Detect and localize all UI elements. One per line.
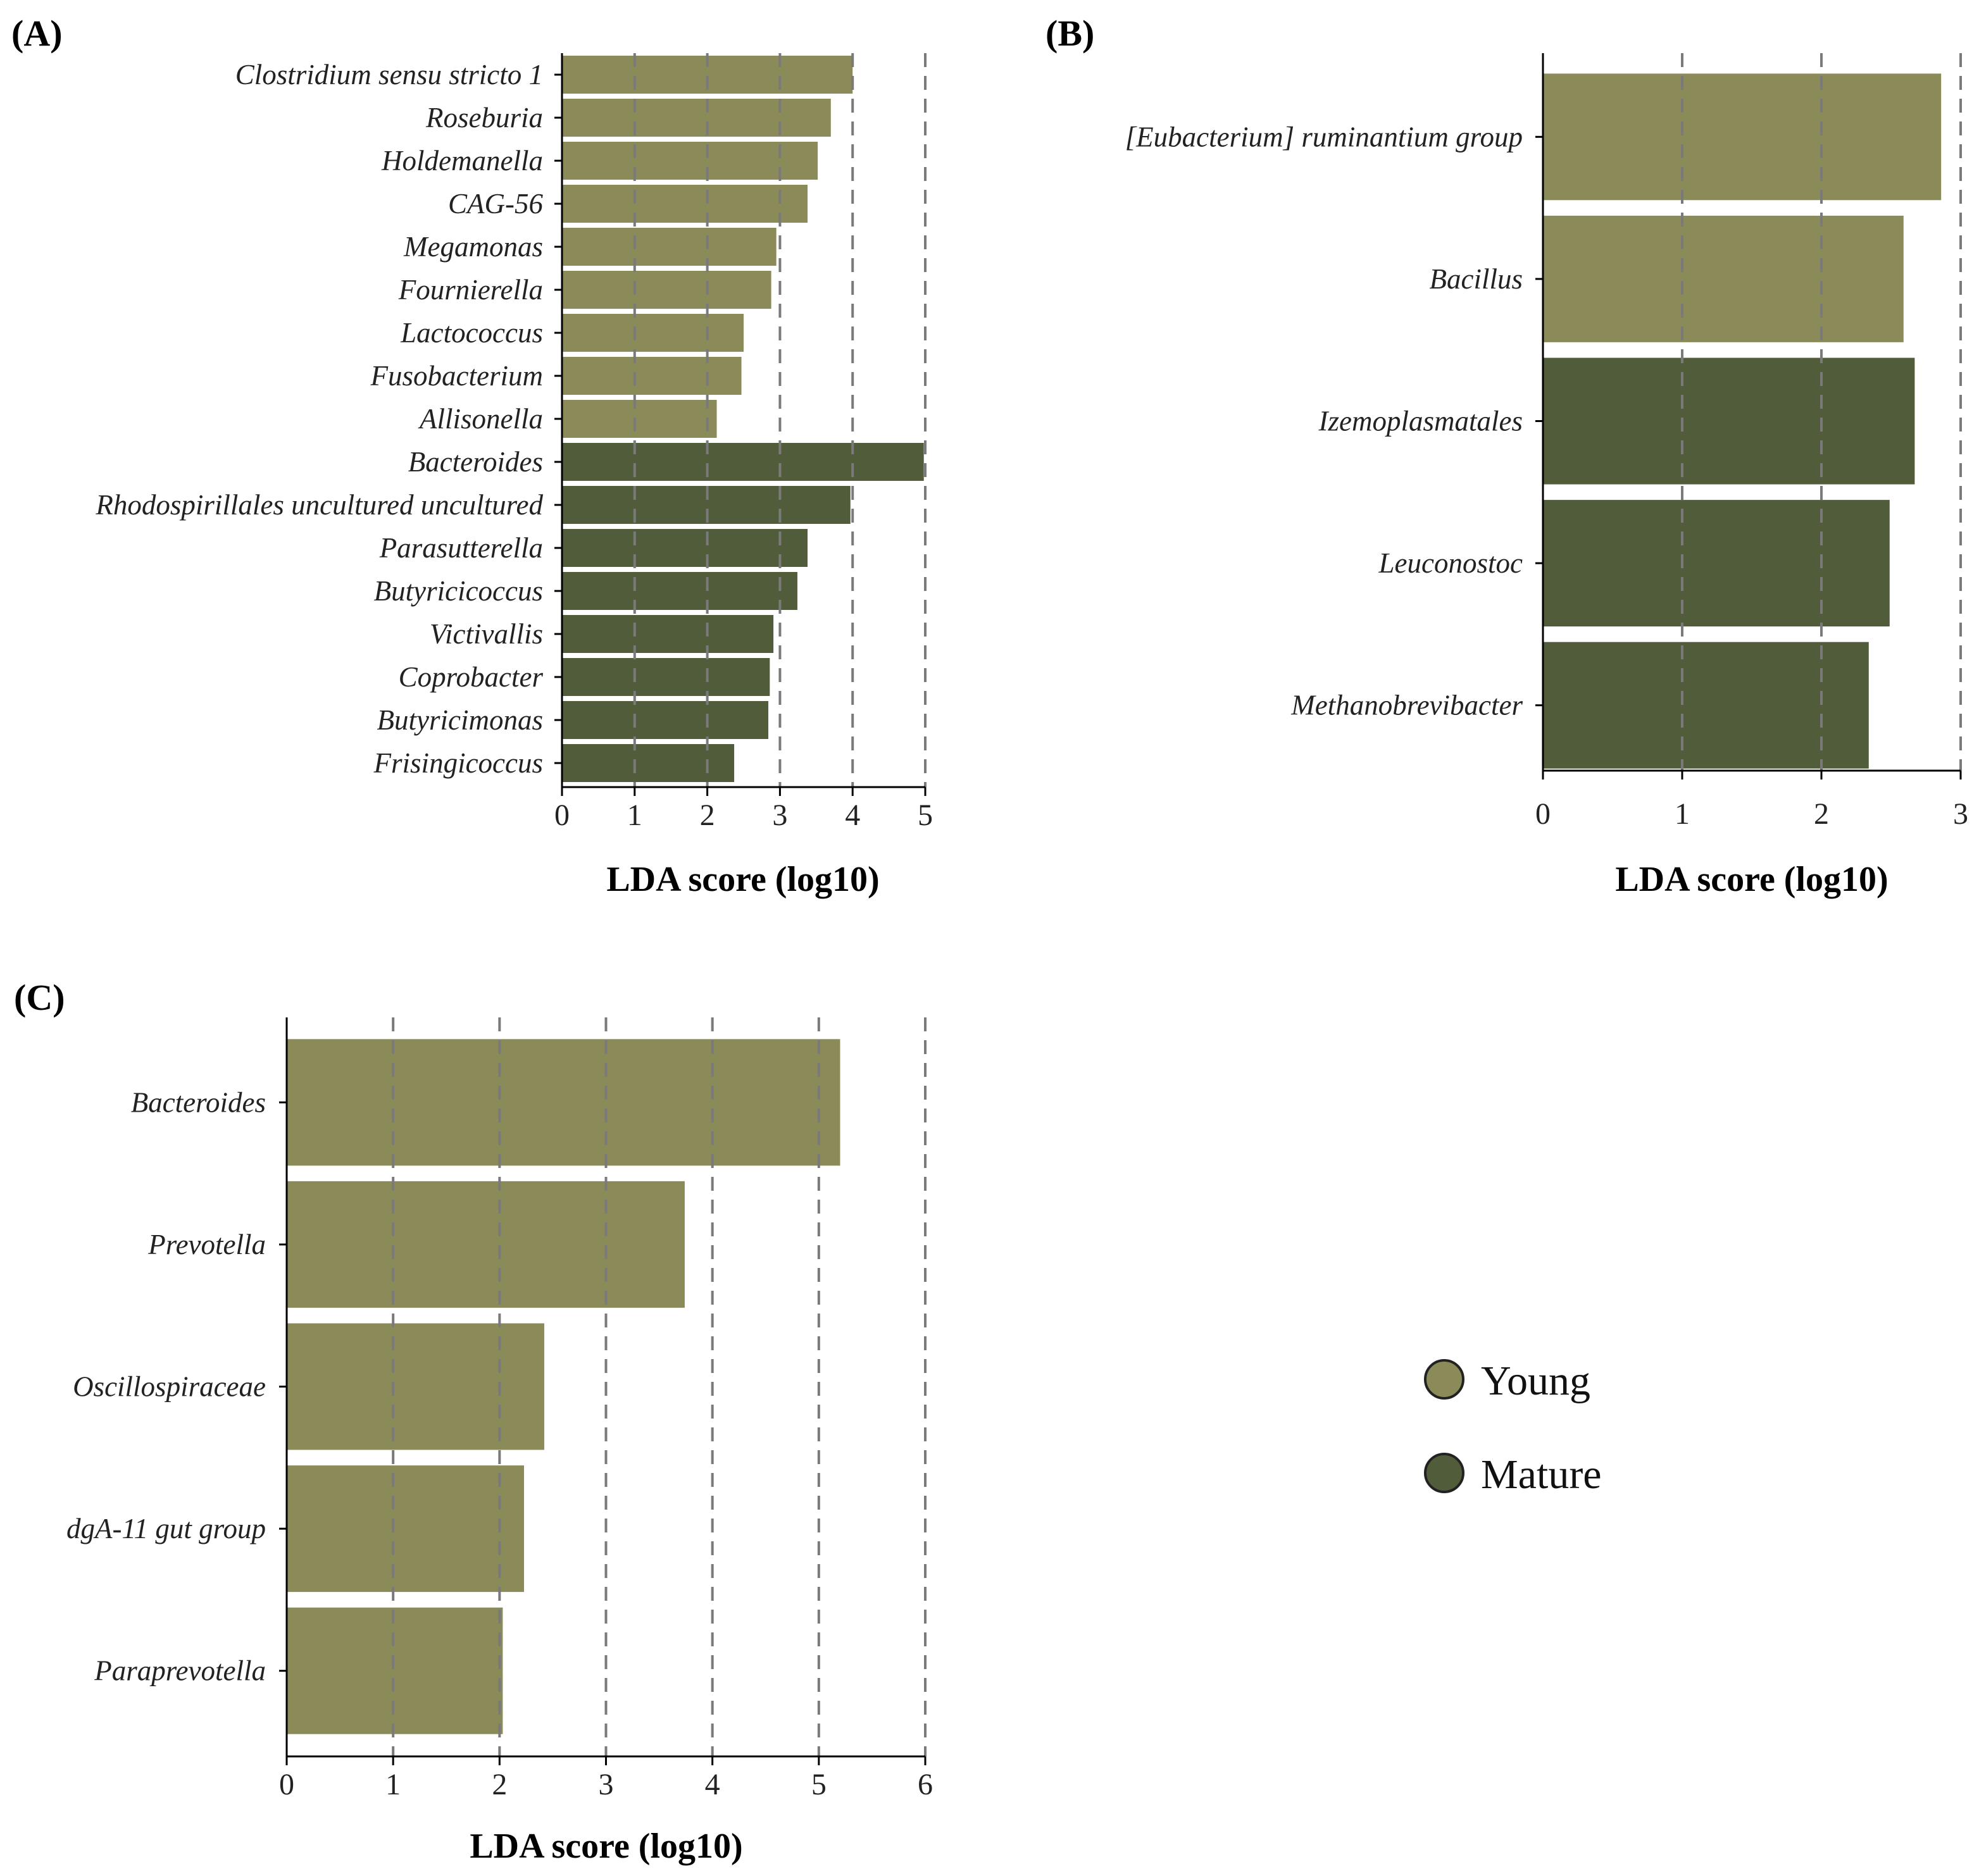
panel-b-gridlines: [1681, 53, 1962, 771]
legend-mature-label: Mature: [1481, 1451, 1602, 1498]
category-label-b-3: Leuconostoc: [1378, 547, 1523, 579]
panel-b-label: (B): [1046, 13, 1094, 54]
category-label-a-15: Butyricimonas: [377, 704, 543, 736]
bar-b-0: [1543, 73, 1942, 201]
x-tick-label-b-1: 1: [1675, 797, 1690, 831]
bar-c-4: [287, 1607, 503, 1734]
panel-a: (A) 0 1 2 3 4 5 Clostridium sensu stricto 1 Ros…: [11, 13, 933, 899]
panel-c-gridlines: [392, 1017, 927, 1756]
category-label-a-9: Bacteroides: [408, 446, 543, 478]
category-label-b-2: Izemoplasmatales: [1318, 406, 1523, 437]
category-label-c-1: Prevotella: [147, 1229, 266, 1260]
panel-a-bars: [562, 56, 924, 782]
legend: Young Mature: [1424, 1358, 1602, 1498]
bar-a-6: [562, 314, 744, 352]
category-label-a-1: Roseburia: [425, 102, 543, 134]
bar-b-2: [1543, 357, 1915, 485]
x-tick-label-a-1: 1: [627, 798, 642, 832]
panel-a-x-axis-title: LDA score (log10): [606, 860, 879, 899]
x-tick-label-a-4: 4: [845, 798, 860, 832]
x-tick-label-c-6: 6: [918, 1768, 933, 1801]
bar-c-3: [287, 1465, 525, 1593]
x-tick-label-c-5: 5: [811, 1768, 827, 1801]
bar-b-3: [1543, 500, 1890, 627]
bar-a-15: [562, 701, 769, 739]
bar-a-1: [562, 99, 831, 137]
x-tick-label-b-2: 2: [1814, 797, 1829, 831]
category-label-a-8: Allisonella: [418, 403, 543, 435]
category-label-c-2: Oscillospiraceae: [73, 1371, 266, 1403]
x-tick-label-c-4: 4: [705, 1768, 720, 1801]
category-label-a-7: Fusobacterium: [370, 360, 543, 392]
panel-c-x-axis-title: LDA score (log10): [470, 1827, 742, 1866]
category-label-a-0: Clostridium sensu stricto 1: [235, 59, 543, 90]
category-label-a-10: Rhodospirillales uncultured uncultured: [95, 489, 543, 521]
legend-young-label: Young: [1481, 1358, 1590, 1404]
bar-a-4: [562, 228, 777, 266]
category-label-a-16: Frisingicoccus: [373, 747, 543, 779]
x-tick-label-a-2: 2: [700, 798, 715, 832]
bar-a-5: [562, 271, 771, 309]
panel-a-gridlines: [633, 53, 927, 787]
bar-a-7: [562, 357, 742, 395]
panel-b-bars: [1543, 73, 1942, 769]
x-tick-label-c-0: 0: [279, 1768, 294, 1801]
category-label-b-0: [Eubacterium] ruminantium group: [1125, 121, 1523, 152]
x-tick-label-a-3: 3: [772, 798, 787, 832]
bar-b-4: [1543, 642, 1869, 769]
category-label-a-5: Fournierella: [398, 274, 543, 306]
panel-b-x-axis-title: LDA score (log10): [1615, 860, 1888, 899]
category-label-a-13: Victivallis: [430, 618, 543, 650]
category-label-a-14: Coprobacter: [399, 661, 544, 693]
category-label-c-4: Paraprevotella: [94, 1655, 266, 1687]
category-label-a-6: Lactococcus: [400, 317, 543, 349]
panel-c-label: (C): [14, 977, 65, 1018]
bar-a-3: [562, 185, 808, 223]
x-tick-label-b-0: 0: [1535, 797, 1551, 831]
bar-c-2: [287, 1323, 544, 1450]
bar-a-13: [562, 615, 774, 653]
category-label-b-1: Bacillus: [1430, 263, 1523, 295]
legend-young-swatch: [1424, 1359, 1464, 1400]
bar-c-0: [287, 1039, 840, 1166]
x-tick-label-a-0: 0: [554, 798, 570, 832]
x-tick-label-c-3: 3: [599, 1768, 614, 1801]
x-tick-label-a-5: 5: [918, 798, 933, 832]
x-tick-label-c-2: 2: [492, 1768, 507, 1801]
bar-a-2: [562, 142, 818, 180]
category-label-b-4: Methanobrevibacter: [1290, 690, 1523, 721]
category-label-a-3: CAG-56: [448, 188, 543, 220]
bar-a-9: [562, 443, 924, 481]
panel-c-bars: [287, 1039, 840, 1734]
panel-a-label: (A): [11, 13, 63, 54]
bar-a-12: [562, 572, 797, 610]
bar-a-11: [562, 529, 808, 567]
panel-c: (C) 0 1 2 3 4 5 6 Bacteroides Prevotella Oscillos…: [14, 977, 933, 1866]
bar-a-16: [562, 744, 735, 782]
category-label-a-4: Megamonas: [403, 231, 543, 263]
category-label-a-12: Butyricicoccus: [374, 575, 543, 607]
legend-mature-swatch: [1424, 1453, 1464, 1493]
bar-a-14: [562, 658, 770, 696]
bar-b-1: [1543, 215, 1904, 342]
panel-b: (B) 0 1 2 3 [Eubacterium] ruminantium group B…: [1046, 13, 1968, 899]
bar-c-1: [287, 1181, 685, 1308]
x-tick-label-c-1: 1: [385, 1768, 401, 1801]
category-label-c-0: Bacteroides: [131, 1086, 266, 1118]
category-label-a-2: Holdemanella: [381, 145, 543, 177]
category-label-a-11: Parasutterella: [379, 532, 543, 564]
bar-a-8: [562, 400, 717, 438]
category-label-c-3: dgA-11 gut group: [66, 1513, 266, 1544]
x-tick-label-b-3: 3: [1953, 797, 1968, 831]
